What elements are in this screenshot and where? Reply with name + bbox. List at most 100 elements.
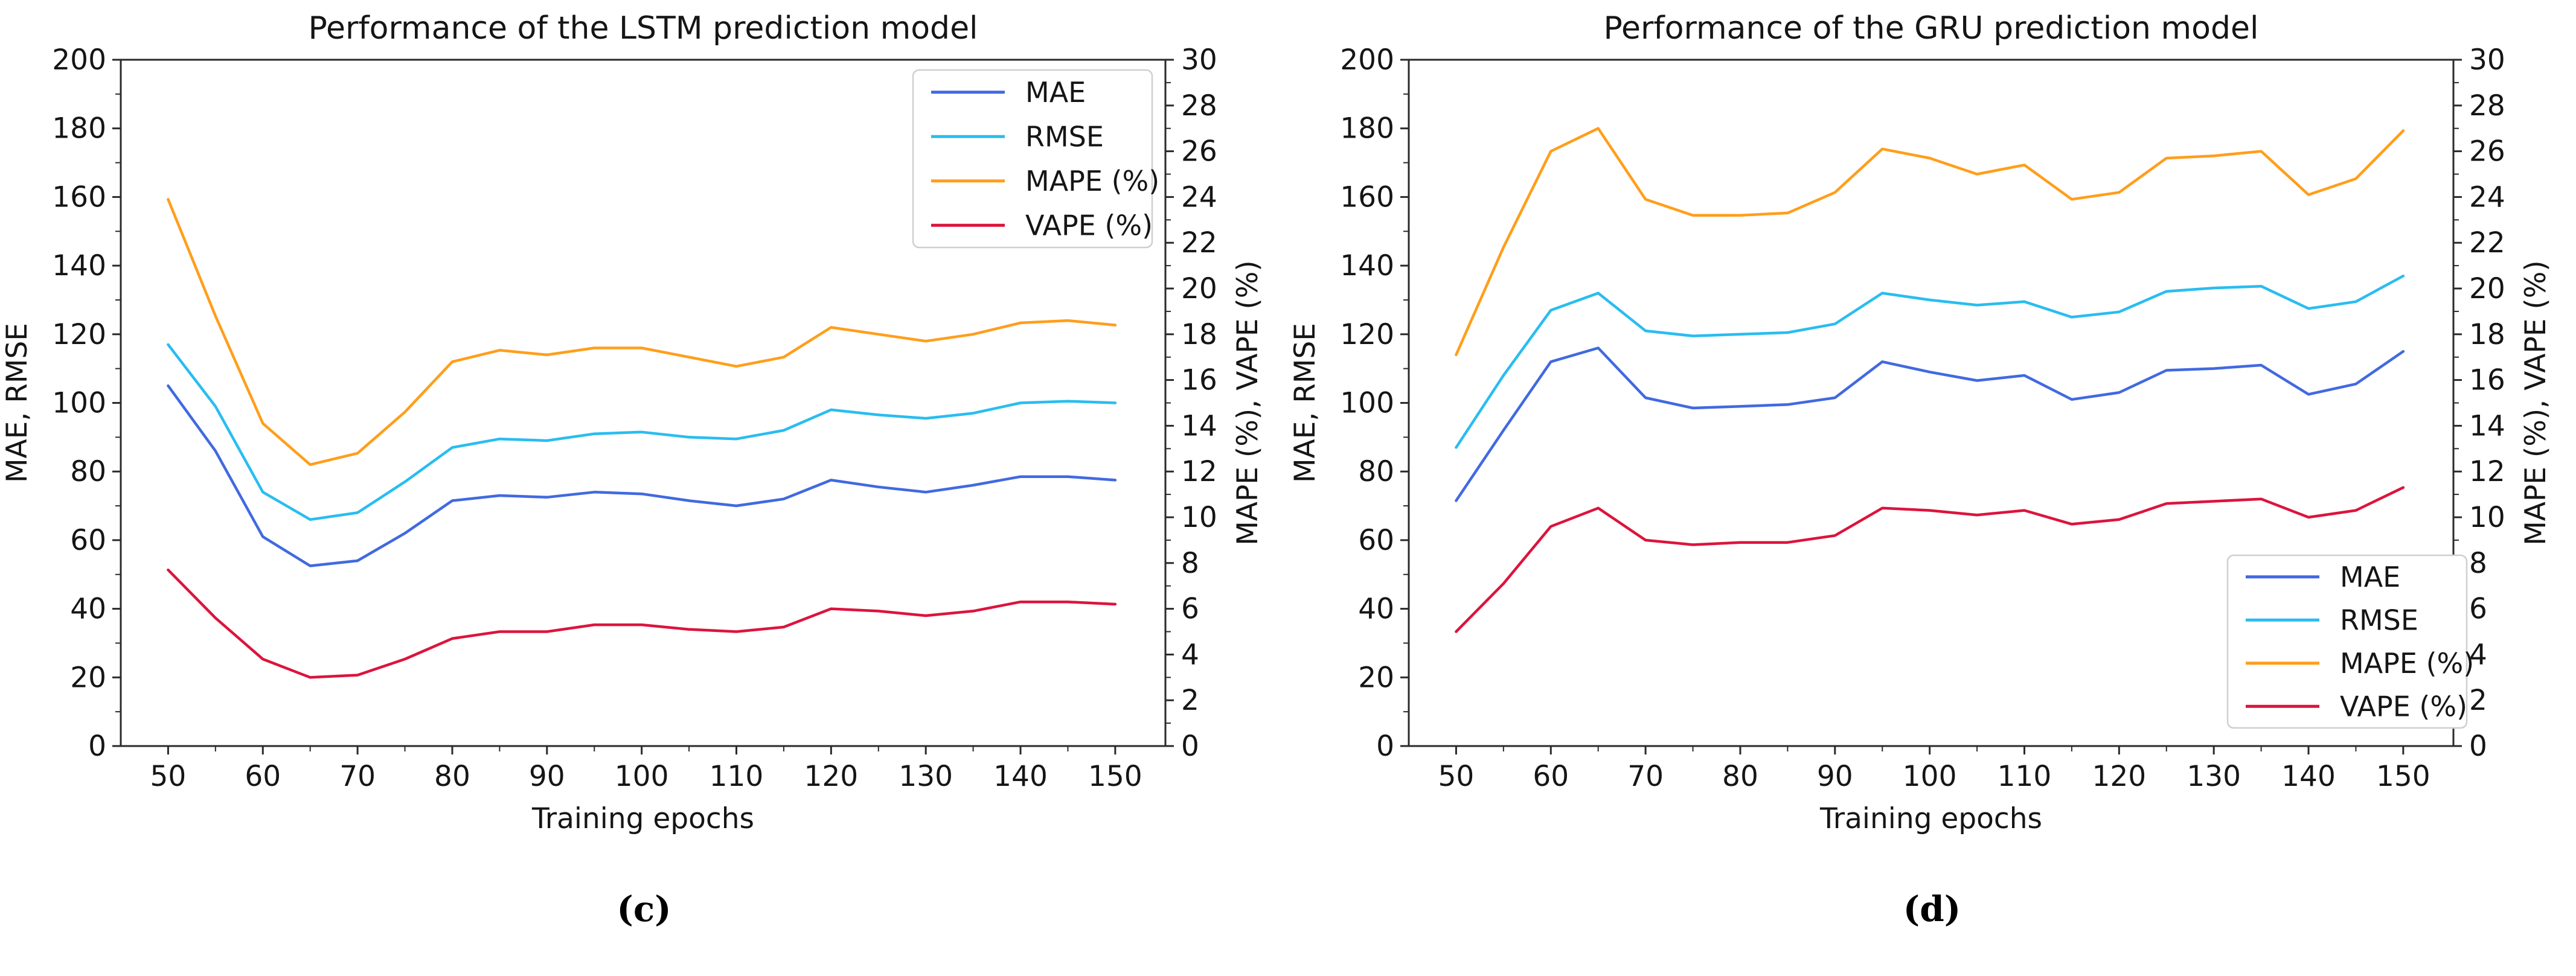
legend-label-mae: MAE: [1025, 76, 1086, 109]
y-right-tick-label: 16: [2469, 364, 2505, 397]
y-right-tick-label: 24: [1181, 180, 1217, 214]
x-tick-label: 50: [1438, 760, 1475, 793]
y-right-tick-label: 4: [2469, 638, 2487, 671]
y-right-tick-label: 12: [1181, 455, 1217, 488]
y-right-tick-label: 20: [2469, 272, 2505, 305]
lstm-chart-block: 50 60 70 80 90 100 110 120 130 140 150 0 20 40 60 80 100…: [1, 10, 1264, 930]
series-line-mae: [167, 384, 1117, 567]
y-right-tick-label: 14: [2469, 409, 2505, 442]
x-axis-label: Training epochs: [531, 802, 754, 835]
y-right-tick-label: 2: [2469, 684, 2487, 717]
legend-label-vape: VAPE (%): [2340, 690, 2467, 722]
y-left-axis-label: MAE, RMSE: [1289, 323, 1322, 483]
y-right-tick-label: 10: [1181, 501, 1217, 534]
y-left-tick-label: 80: [70, 455, 106, 488]
y-right-tick-label: 20: [1181, 272, 1217, 305]
y-right-tick-label: 6: [2469, 593, 2487, 626]
x-tick-label: 80: [1722, 760, 1758, 793]
y-right-tick-label: 10: [2469, 501, 2505, 534]
y-left-tick-label: 120: [1340, 318, 1394, 351]
legend-label-rmse: RMSE: [2340, 604, 2418, 636]
x-tick-label: 80: [434, 760, 470, 793]
series-line-vape: [167, 568, 1117, 679]
x-tick-label: 70: [339, 760, 376, 793]
x-tick-label: 130: [899, 760, 953, 793]
y-left-tick-label: 200: [52, 43, 106, 77]
x-tick-label: 100: [615, 760, 669, 793]
chart-title: Performance of the GRU prediction model: [1604, 10, 2259, 46]
x-tick-label: 140: [993, 760, 1048, 793]
y-left-tick-label: 60: [1358, 524, 1394, 557]
x-tick-label: 110: [710, 760, 764, 793]
y-right-tick-label: 6: [1181, 593, 1199, 626]
x-tick-label: 60: [245, 760, 281, 793]
x-tick-label: 150: [1088, 760, 1142, 793]
legend-label-mape: MAPE (%): [2340, 647, 2474, 680]
y-left-tick-label: 20: [1358, 661, 1394, 694]
y-left-tick-label: 140: [52, 249, 106, 282]
y-left-tick-label: 40: [1358, 593, 1394, 626]
gru-chart: 50 60 70 80 90 100 110 120 130 140 150020406080100…: [1289, 10, 2552, 835]
y-left-tick-label: 180: [52, 112, 106, 145]
y-left-axis-label: MAE, RMSE: [1, 323, 34, 483]
series-line-rmse: [1455, 274, 2405, 449]
legend-box: [912, 69, 1153, 249]
y-left-tick-label: 120: [52, 318, 106, 351]
chart-title: Performance of the LSTM prediction model: [308, 10, 978, 46]
y-right-tick-label: 22: [2469, 226, 2505, 260]
series-line-vape: [1455, 486, 2405, 633]
y-right-tick-label: 26: [1181, 135, 1217, 168]
y-left-tick-label: 100: [52, 387, 106, 420]
series-line-rmse: [167, 343, 1117, 521]
x-tick-label: 90: [1817, 760, 1853, 793]
x-axis-label: Training epochs: [1819, 802, 2042, 835]
legend-label-mae: MAE: [2340, 561, 2400, 593]
y-left-tick-label: 160: [1340, 180, 1394, 214]
x-tick-label: 70: [1627, 760, 1664, 793]
subfigure-label-d: (d): [1903, 888, 1961, 930]
legend-label-rmse: RMSE: [1025, 120, 1104, 153]
y-right-tick-label: 4: [1181, 638, 1199, 671]
series-line-mape: [1455, 127, 2405, 357]
y-right-tick-label: 16: [1181, 364, 1217, 397]
series-line-mae: [1455, 346, 2405, 502]
y-left-tick-label: 180: [1340, 112, 1394, 145]
x-tick-label: 50: [150, 760, 187, 793]
y-left-tick-label: 80: [1358, 455, 1394, 488]
y-right-tick-label: 12: [2469, 455, 2505, 488]
y-left-tick-label: 0: [1376, 730, 1394, 763]
y-right-axis-label: MAPE (%), VAPE (%): [1231, 260, 1264, 546]
lstm-chart: 50 60 70 80 90 100 110 120 130 140 150020406080100…: [1, 10, 1264, 835]
x-tick-label: 130: [2187, 760, 2241, 793]
y-left-tick-label: 20: [70, 661, 106, 694]
x-tick-label: 110: [1998, 760, 2052, 793]
y-right-tick-label: 0: [2469, 730, 2487, 763]
series-line-mape: [167, 197, 1117, 467]
y-left-tick-label: 60: [70, 524, 106, 557]
y-right-tick-label: 0: [1181, 730, 1199, 763]
x-tick-label: 120: [2092, 760, 2146, 793]
y-left-tick-label: 140: [1340, 249, 1394, 282]
y-right-tick-label: 2: [1181, 684, 1199, 717]
y-left-tick-label: 100: [1340, 387, 1394, 420]
x-tick-label: 90: [529, 760, 565, 793]
y-right-tick-label: 8: [1181, 547, 1199, 580]
gru-chart-block: 50 60 70 80 90 100 110 120 130 140 150 0 20 40 60 80 100…: [1288, 0, 2576, 976]
x-tick-label: 140: [2281, 760, 2336, 793]
y-right-tick-label: 28: [2469, 89, 2505, 123]
x-tick-label: 150: [2376, 760, 2430, 793]
legend-box: [2226, 554, 2468, 729]
y-right-tick-label: 22: [1181, 226, 1217, 260]
subfigure-label-c: (c): [617, 888, 671, 930]
y-right-tick-label: 30: [2469, 43, 2505, 77]
y-right-tick-label: 14: [1181, 409, 1217, 442]
y-right-tick-label: 28: [1181, 89, 1217, 123]
y-right-axis-label: MAPE (%), VAPE (%): [2519, 260, 2552, 546]
y-left-tick-label: 0: [88, 730, 106, 763]
y-left-tick-label: 40: [70, 593, 106, 626]
y-right-tick-label: 18: [2469, 318, 2505, 351]
x-tick-label: 60: [1533, 760, 1569, 793]
legend-label-vape: VAPE (%): [1025, 209, 1153, 241]
y-left-tick-label: 200: [1340, 43, 1394, 77]
